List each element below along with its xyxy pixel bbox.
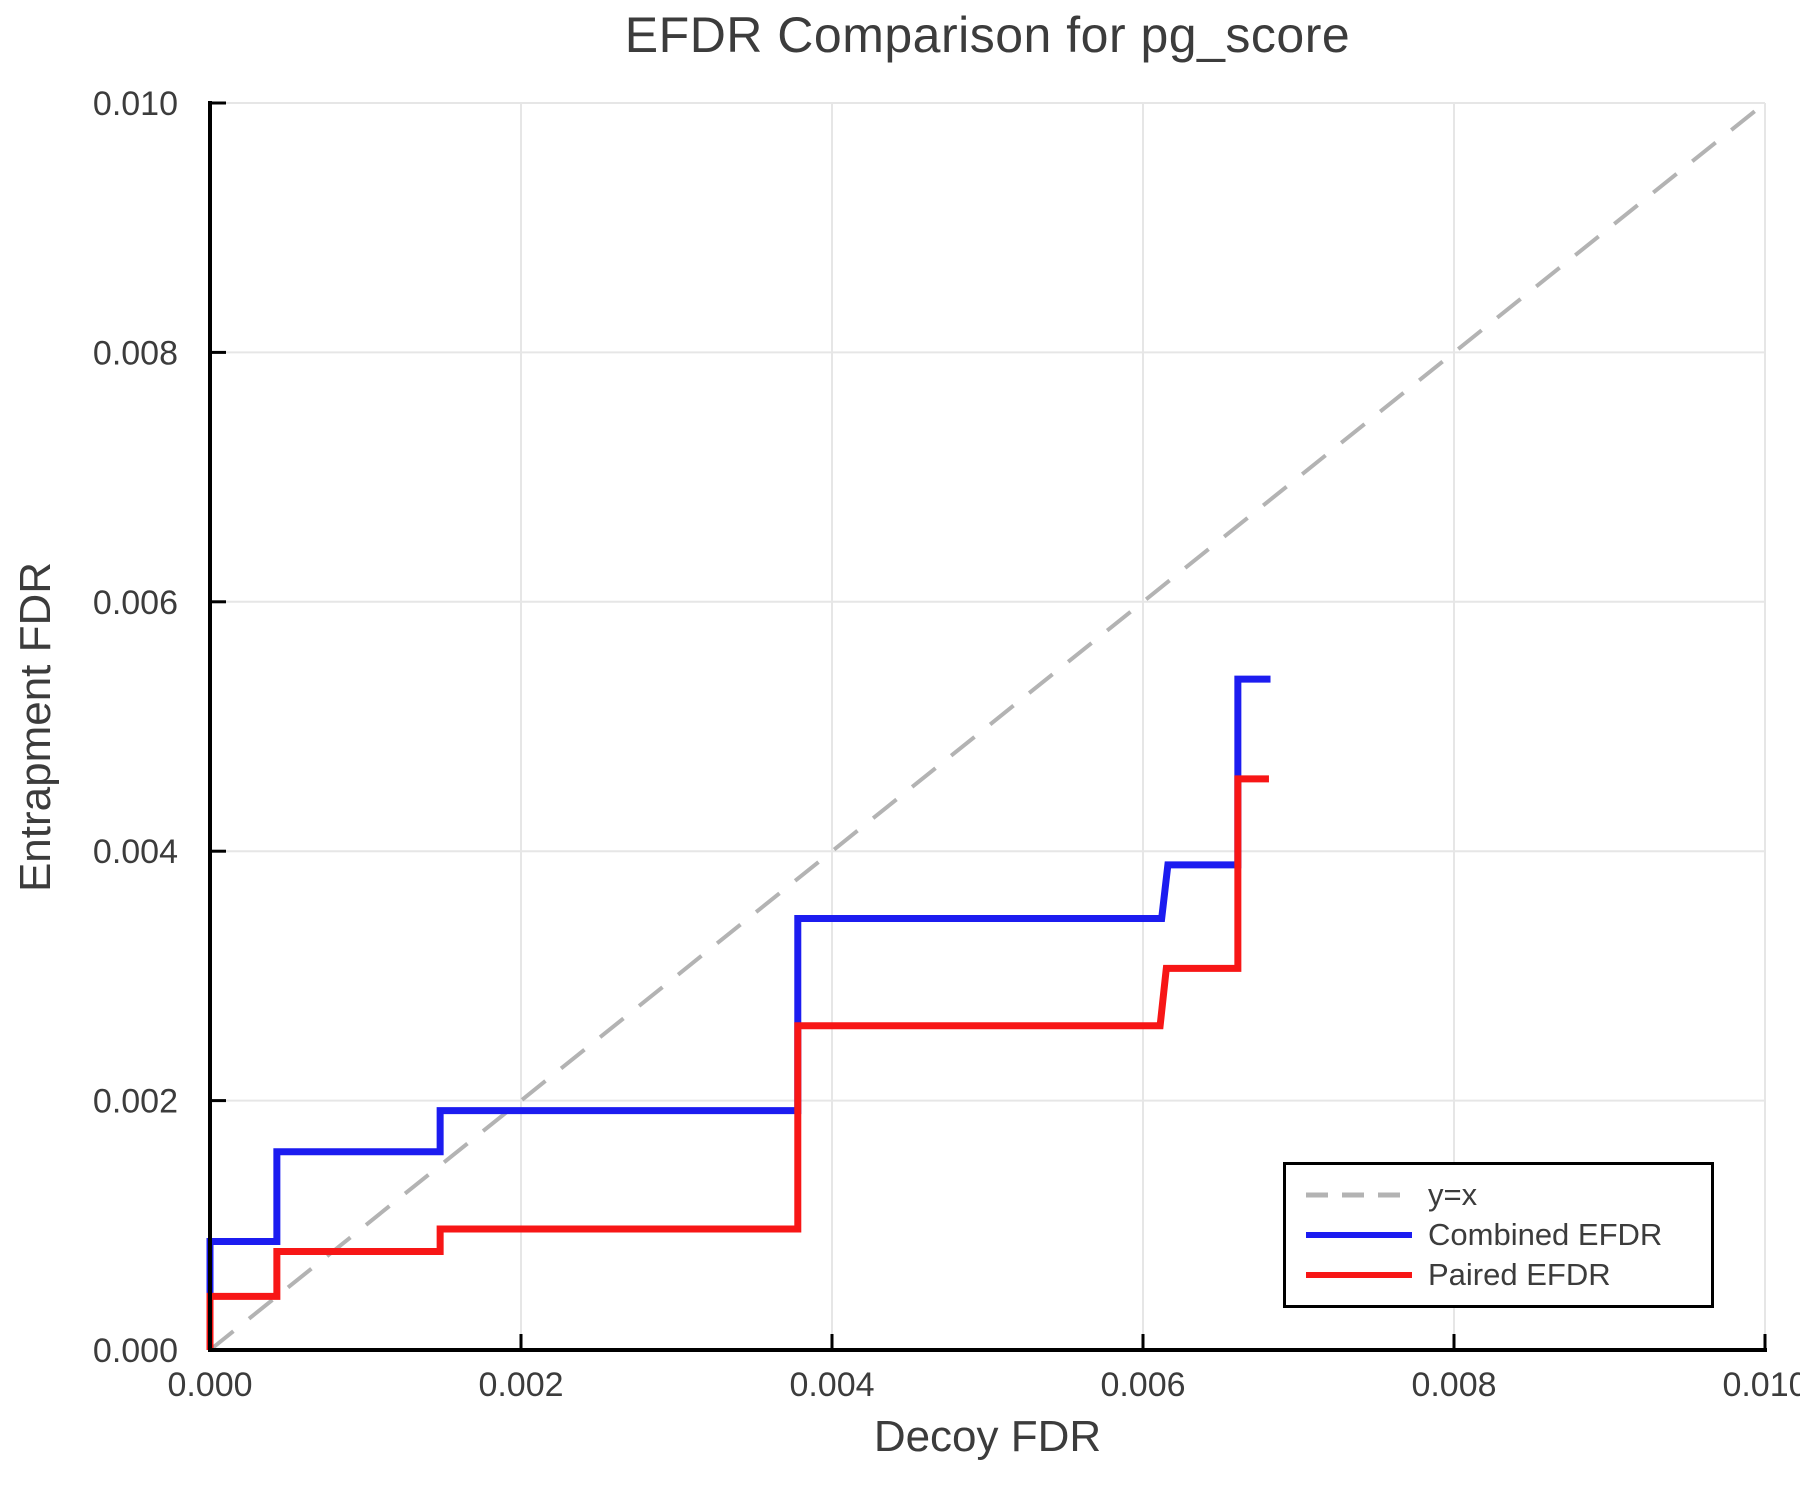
legend-item-combined-efdr: Combined EFDR [1304,1217,1711,1253]
y-tick-label: 0.006 [93,584,178,622]
combined-efdr-line-swatch [1306,1232,1412,1238]
x-axis-label: Decoy FDR [873,1412,1102,1461]
yx-reference-line [208,101,1767,1352]
y-tick-label: 0.010 [93,85,178,123]
x-tick-label: 0.010 [1722,1366,1800,1404]
x-tick-label: 0.008 [1411,1366,1496,1404]
x-tick-label: 0.004 [789,1366,874,1404]
legend-label-paired-efdr: Paired EFDR [1428,1257,1611,1292]
y-tick-label: 0.000 [93,1332,178,1370]
legend-label-yx: y=x [1428,1177,1478,1212]
chart-title: EFDR Comparison for pg_score [624,7,1351,63]
legend: y=x Combined EFDR Paired EFDR [1283,1162,1714,1308]
y-tick-label: 0.004 [93,833,178,871]
x-tick-label: 0.000 [167,1366,252,1404]
y-tick-label: 0.002 [93,1083,178,1121]
legend-item-yx: y=x [1304,1177,1711,1213]
y-tick-label: 0.008 [93,334,178,372]
legend-item-paired-efdr: Paired EFDR [1304,1257,1711,1293]
legend-label-combined-efdr: Combined EFDR [1428,1217,1663,1252]
yx-line-swatch [1306,1192,1412,1198]
paired-efdr-line [206,775,1269,1350]
x-tick-label: 0.006 [1100,1366,1185,1404]
paired-efdr-line-swatch [1306,1272,1412,1278]
x-tick-label: 0.002 [478,1366,563,1404]
